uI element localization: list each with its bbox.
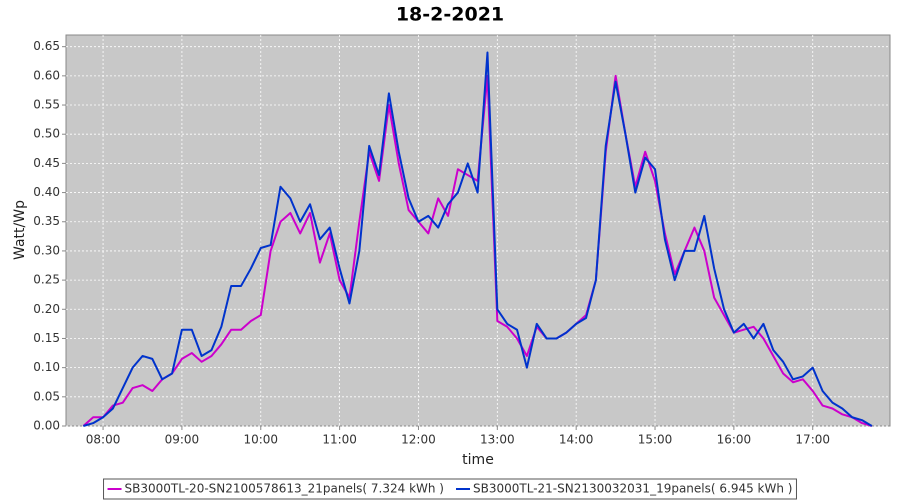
x-tick-label: 13:00 [480,433,515,447]
y-tick-label: 0.10 [33,360,60,374]
y-tick-label: 0.15 [33,331,60,345]
x-tick-label: 16:00 [717,433,752,447]
x-tick-label: 15:00 [638,433,673,447]
x-tick-label: 08:00 [86,433,121,447]
x-tick-label: 17:00 [795,433,830,447]
y-tick-label: 0.65 [33,39,60,53]
y-tick-label: 0.35 [33,214,60,228]
x-tick-label: 10:00 [243,433,278,447]
y-tick-label: 0.20 [33,302,60,316]
y-tick-label: 0.25 [33,273,60,287]
x-tick-label: 09:00 [165,433,200,447]
y-tick-label: 0.00 [33,419,60,433]
x-tick-label: 14:00 [559,433,594,447]
legend-label: SB3000TL-20-SN2100578613_21panels( 7.324… [125,482,444,496]
legend-label: SB3000TL-21-SN2130032031_19panels( 6.945… [473,482,792,496]
legend: SB3000TL-20-SN2100578613_21panels( 7.324… [107,482,792,496]
legend-box [103,478,797,500]
y-tick-label: 0.55 [33,98,60,112]
y-tick-label: 0.05 [33,389,60,403]
y-tick-label: 0.30 [33,243,60,257]
x-axis-title: time [462,452,494,468]
y-tick-label: 0.60 [33,68,60,82]
x-tick-label: 11:00 [322,433,357,447]
series-line [83,51,873,427]
y-tick-label: 0.45 [33,156,60,170]
y-tick-label: 0.40 [33,185,60,199]
y-axis-title: Watt/Wp [12,200,28,260]
chart-title: 18-2-2021 [396,4,504,26]
x-tick-label: 12:00 [401,433,436,447]
y-tick-label: 0.50 [33,127,60,141]
